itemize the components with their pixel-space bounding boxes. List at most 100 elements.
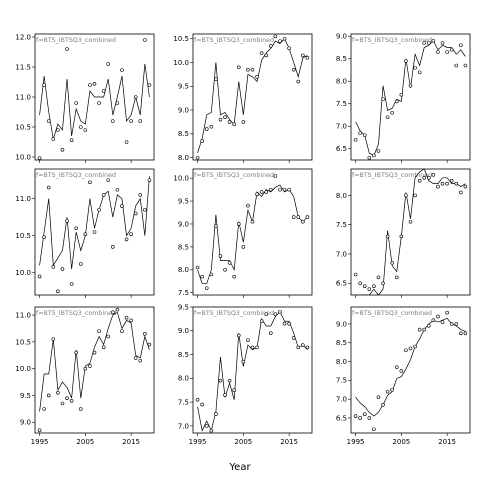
observation-point — [399, 92, 404, 97]
observation-point — [287, 46, 291, 51]
observation-point — [227, 378, 232, 383]
observation-point — [291, 336, 296, 340]
observation-point — [115, 307, 120, 312]
observation-point — [232, 122, 236, 127]
observation-point — [124, 315, 129, 320]
observation-point — [250, 219, 255, 224]
observation-point — [372, 153, 376, 158]
panel-1: f=BTS_IBTSQ3_combined 10.0 10.5 11.0 11.5 12.… — [15, 33, 155, 163]
observation-point — [241, 120, 246, 124]
y-tick-label: 9.0 — [178, 106, 189, 114]
observation-point — [381, 97, 385, 102]
observation-point — [214, 412, 218, 416]
x-tick-label: 2015 — [122, 438, 140, 446]
observation-point — [204, 286, 209, 290]
observation-point — [353, 414, 358, 418]
x-tick-label: 1995 — [347, 438, 365, 446]
observation-point — [241, 359, 246, 364]
x-axis-label: Year — [228, 462, 251, 473]
observation-point — [445, 310, 449, 315]
observation-point — [459, 331, 463, 336]
y-tick-label: 8.5 — [336, 339, 347, 347]
observation-point — [440, 320, 445, 324]
observation-point — [376, 275, 381, 280]
observation-point — [250, 67, 255, 72]
observation-point — [408, 346, 413, 351]
observation-point — [463, 331, 468, 336]
observation-point — [399, 369, 404, 373]
observation-point — [273, 34, 278, 39]
y-tick-label: 9.0 — [336, 33, 347, 41]
y-tick-label: 10.0 — [15, 153, 31, 161]
observation-point — [449, 178, 454, 183]
observation-point — [83, 366, 88, 371]
observation-point — [83, 128, 88, 132]
observation-point — [287, 321, 291, 326]
observation-point — [422, 41, 427, 45]
observation-point — [255, 192, 259, 196]
observation-point — [101, 89, 106, 93]
fitted-line — [39, 311, 150, 412]
observation-point — [78, 407, 83, 411]
y-tick-label: 7.5 — [336, 377, 347, 385]
observation-point — [269, 44, 273, 48]
observation-point — [259, 51, 264, 55]
observation-point — [296, 215, 301, 219]
observation-point — [454, 322, 459, 326]
observation-point — [209, 272, 214, 277]
y-tick-label: 9.5 — [20, 392, 31, 400]
y-tick-label: 11.0 — [15, 195, 31, 203]
observation-point — [69, 399, 74, 403]
observation-point — [399, 234, 404, 239]
observation-point — [269, 187, 273, 192]
observation-point — [195, 265, 200, 270]
y-tick-label: 10.0 — [173, 59, 189, 67]
observation-point — [147, 178, 152, 182]
y-tick-label: 6.5 — [336, 280, 347, 288]
observation-point — [120, 329, 124, 333]
panel-4: f=BTS_IBTSQ3_combined 10.0 10.5 11.0 — [15, 168, 155, 298]
observation-point — [241, 245, 246, 249]
fitted-line — [39, 63, 150, 140]
observation-point — [101, 193, 106, 197]
panel-frame — [350, 33, 471, 161]
observation-point — [436, 314, 440, 319]
x-tick-label: 2005 — [392, 438, 410, 446]
observation-point — [385, 115, 390, 120]
observation-point — [106, 62, 111, 66]
observation-point — [381, 402, 385, 407]
observation-point — [129, 318, 133, 323]
observation-point — [367, 287, 372, 291]
y-tick-label: 7.0 — [336, 396, 347, 404]
observation-point — [459, 190, 463, 195]
observation-point — [236, 65, 241, 70]
observation-point — [51, 265, 56, 269]
observation-point — [427, 324, 431, 328]
panels: f=BTS_IBTSQ3_combined 10.0 10.5 11.0 11.5 12.… — [15, 33, 471, 446]
observation-point — [454, 63, 459, 68]
observation-point — [143, 332, 147, 336]
observation-point — [78, 125, 83, 129]
observation-point — [51, 337, 56, 341]
observation-point — [138, 119, 143, 123]
observation-point — [404, 348, 408, 353]
observation-point — [111, 245, 115, 249]
observation-point — [60, 267, 65, 271]
y-tick-label: 7.5 — [178, 289, 189, 297]
observation-point — [376, 395, 381, 400]
observation-point — [408, 83, 413, 88]
panel-frame — [350, 168, 471, 296]
observation-point — [390, 110, 394, 115]
y-tick-label: 8.5 — [178, 351, 189, 359]
y-tick-label: 9.0 — [336, 320, 347, 328]
observation-point — [353, 272, 358, 277]
observation-point — [291, 215, 296, 219]
observation-point — [78, 262, 83, 266]
observation-point — [56, 289, 60, 294]
y-tick-label: 10.0 — [173, 175, 189, 183]
observation-point — [92, 230, 97, 234]
observation-point — [367, 155, 372, 160]
panel-2: f=BTS_IBTSQ3_combined 8.0 8.5 9.0 9.5 10.0 10.… — [173, 33, 313, 163]
observation-point — [88, 83, 92, 87]
panel-frame — [34, 168, 155, 296]
